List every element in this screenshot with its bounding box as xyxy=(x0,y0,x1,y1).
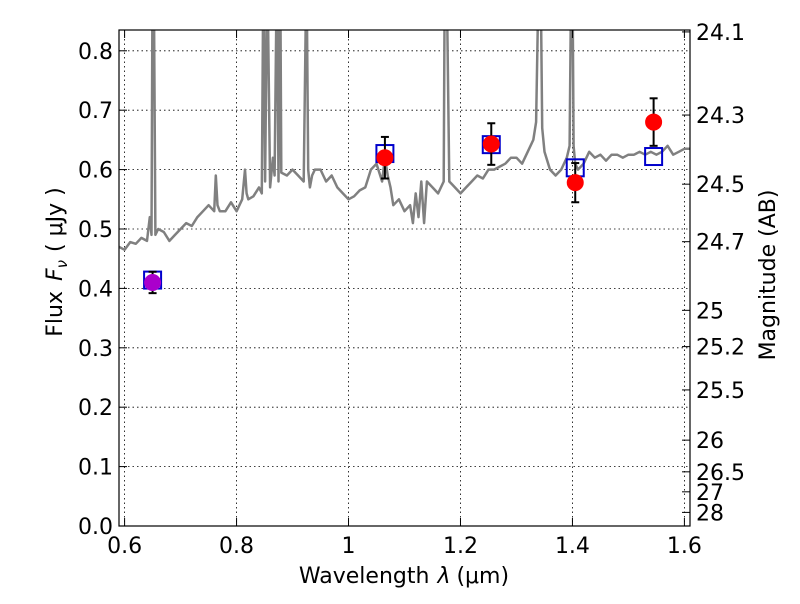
y2-tick-label: 25.5 xyxy=(696,379,745,404)
observed-markers xyxy=(144,97,663,295)
y2-tick-label: 26.5 xyxy=(696,461,745,486)
y-tick-label: 0.7 xyxy=(78,99,113,124)
plot-frame xyxy=(118,29,691,527)
y2-tick-label: 24.5 xyxy=(696,173,745,198)
tick-marks xyxy=(119,30,690,527)
y2-tick-label: 25 xyxy=(696,299,724,324)
x-axis-label: Wavelength λ (μm) xyxy=(299,564,509,589)
y2-tick-label: 24.7 xyxy=(696,231,745,256)
observed-marker xyxy=(482,135,500,153)
y-axis-label: FluxFν( μJy ) xyxy=(43,187,71,336)
y-tick-label: 0.6 xyxy=(78,159,113,184)
x-tick-label: 1.6 xyxy=(667,534,702,559)
y-tick-label: 0.8 xyxy=(78,40,113,65)
y2-tick-label: 28 xyxy=(696,501,724,526)
y2-tick-label: 24.3 xyxy=(696,104,745,129)
plot-background xyxy=(119,30,690,526)
observed-marker xyxy=(376,149,394,167)
spectrum-layer xyxy=(119,30,690,252)
x-tick-label: 1 xyxy=(342,534,356,559)
observed-marker xyxy=(144,273,162,291)
y-tick-label: 0.2 xyxy=(78,396,113,421)
y-tick-label: 0.5 xyxy=(78,218,113,243)
y2-tick-label: 24.1 xyxy=(696,21,745,46)
x-tick-label: 1.2 xyxy=(443,534,478,559)
y-tick-label: 0.4 xyxy=(78,277,113,302)
x-tick-label: 1.4 xyxy=(555,534,590,559)
y2-tick-label: 26 xyxy=(696,429,724,454)
y2-tick-label: 27 xyxy=(696,481,724,506)
y-tick-labels: 0.0 0.1 0.2 0.3 0.4 0.5 0.6 0.7 0.8 xyxy=(78,40,113,540)
y-tick-label: 0.3 xyxy=(78,337,113,362)
y-tick-label: 0.0 xyxy=(78,515,113,540)
x-tick-label: 0.8 xyxy=(219,534,254,559)
spectrum-line xyxy=(119,30,690,252)
model-marker xyxy=(644,147,664,167)
observed-marker xyxy=(645,113,663,131)
x-tick-labels: 0.6 0.8 1 1.2 1.4 1.6 xyxy=(107,534,702,559)
y2-tick-label: 25.2 xyxy=(696,336,745,361)
observed-marker xyxy=(566,174,584,192)
y2-axis-label: Magnitude (AB) xyxy=(756,190,781,361)
y-tick-label: 0.1 xyxy=(78,456,113,481)
x-tick-label: 0.6 xyxy=(107,534,142,559)
